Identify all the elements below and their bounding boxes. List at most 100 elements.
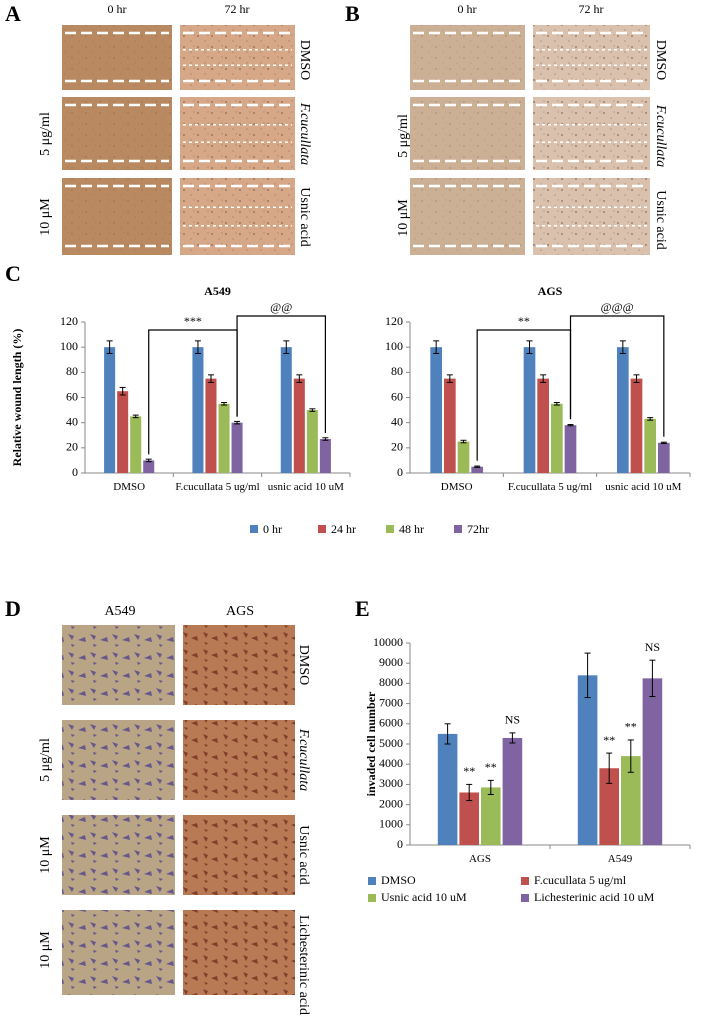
legend-swatch (454, 525, 462, 533)
error-bar (647, 417, 654, 421)
dose-label: 10 μM (38, 931, 53, 969)
x-tick-label-box: DMSO (113, 481, 145, 493)
x-tick-label: AGS (468, 853, 491, 865)
bar (143, 460, 155, 473)
dose-label: 10 μM (396, 199, 411, 237)
micrograph-texture (183, 910, 295, 995)
error-bar (487, 779, 494, 795)
micrograph-texture (180, 178, 295, 255)
legend-label: DMSO (381, 873, 416, 887)
bar (502, 737, 523, 845)
bar (617, 347, 629, 473)
error-bar (296, 374, 303, 383)
y-tick-label: 0 (72, 465, 78, 479)
column-label: 72 hr (579, 2, 604, 16)
micrograph-texture (533, 178, 650, 255)
micrograph-texture (183, 720, 295, 800)
bar (537, 378, 549, 473)
x-tick-label: usnic acid 10 uM (267, 481, 344, 493)
dose-label: 5 μg/ml (38, 738, 53, 782)
column-label: AGS (226, 604, 254, 619)
x-tick-label: F.cucullata 5 ug/ml (507, 481, 593, 493)
significance-bracket (236, 315, 326, 434)
y-tick-label: 120 (60, 314, 78, 328)
micrograph-texture (62, 910, 175, 995)
y-tick-label: 9000 (379, 655, 403, 669)
panel-label: C (5, 261, 21, 286)
bar (459, 792, 479, 845)
bar (621, 756, 641, 845)
significance-label: *** (184, 314, 202, 328)
bar (192, 347, 204, 473)
row-label: DMSO (297, 40, 312, 80)
micrograph-texture (62, 178, 172, 255)
error-bar (207, 374, 214, 383)
bar (117, 391, 129, 473)
bar (577, 675, 598, 845)
micrograph-texture (62, 97, 172, 170)
y-tick-label: 80 (391, 364, 403, 378)
y-tick-label: 60 (391, 389, 403, 403)
dose-label: 10 μM (38, 836, 53, 874)
micrograph-texture (180, 25, 295, 90)
y-tick-label: 40 (66, 414, 78, 428)
micrograph-texture (410, 25, 525, 90)
bar (319, 439, 331, 473)
error-bar (234, 420, 241, 425)
error-bar (283, 340, 290, 354)
significance-label: ** (518, 314, 530, 328)
y-tick-label: 100 (385, 339, 403, 353)
y-axis-label: invaded cell number (364, 691, 378, 796)
bar (130, 416, 142, 473)
legend-swatch (318, 525, 326, 533)
bar (564, 425, 577, 473)
significance-label: NS (645, 640, 660, 654)
error-bar (194, 340, 201, 354)
y-tick-label: 60 (66, 389, 78, 403)
column-label: 0 hr (458, 2, 477, 16)
x-tick-label-box: F.cucullata 5 ug/ml (175, 481, 259, 493)
y-tick-label: 4000 (379, 756, 403, 770)
legend-label: F.cucullata 5 ug/ml (534, 873, 627, 887)
micrograph-texture (183, 815, 295, 895)
error-bar (526, 340, 533, 354)
micrograph-texture (410, 178, 525, 255)
y-tick-label: 8000 (379, 675, 403, 689)
column-label: A549 (104, 604, 135, 619)
micrograph-texture (62, 25, 172, 90)
x-tick-label-box: AGS (468, 853, 491, 865)
error-bar (322, 437, 329, 441)
column-label: 0 hr (108, 2, 127, 16)
row-label: Usnic acid (297, 187, 312, 246)
legend-label: 0 hr (263, 522, 282, 536)
dose-label: 5 μg/ml (396, 114, 411, 158)
bar (471, 466, 483, 473)
y-tick-label: 40 (391, 414, 403, 428)
y-tick-label: 20 (391, 440, 403, 454)
error-bar (444, 723, 451, 745)
x-tick-label-box: A549 (608, 853, 632, 865)
row-label: F.cucullata (297, 102, 312, 165)
x-tick-label-box: F.cucullata 5 ug/ml (507, 481, 593, 493)
legend-swatch (386, 525, 394, 533)
micrograph-texture (410, 97, 525, 170)
panel-label: B (345, 1, 360, 26)
bar (430, 347, 442, 473)
significance-label: @@ (270, 300, 292, 314)
significance-bracket (569, 315, 665, 437)
y-tick-label: 6000 (379, 716, 403, 730)
dose-label: 5 μg/ml (38, 112, 53, 156)
bar (457, 441, 470, 473)
error-bar (627, 739, 634, 773)
bar (551, 403, 563, 473)
row-label: F.cucullata (653, 104, 668, 167)
y-tick-label: 5000 (379, 736, 403, 750)
bar (306, 410, 318, 473)
legend-swatch (521, 894, 529, 902)
error-bar (446, 374, 453, 383)
legend-swatch (368, 894, 376, 902)
row-label: Usnic acid (653, 190, 668, 249)
error-bar (553, 402, 560, 406)
y-tick-label: 1000 (379, 817, 403, 831)
legend-label: Usnic acid 10 uM (381, 890, 467, 904)
